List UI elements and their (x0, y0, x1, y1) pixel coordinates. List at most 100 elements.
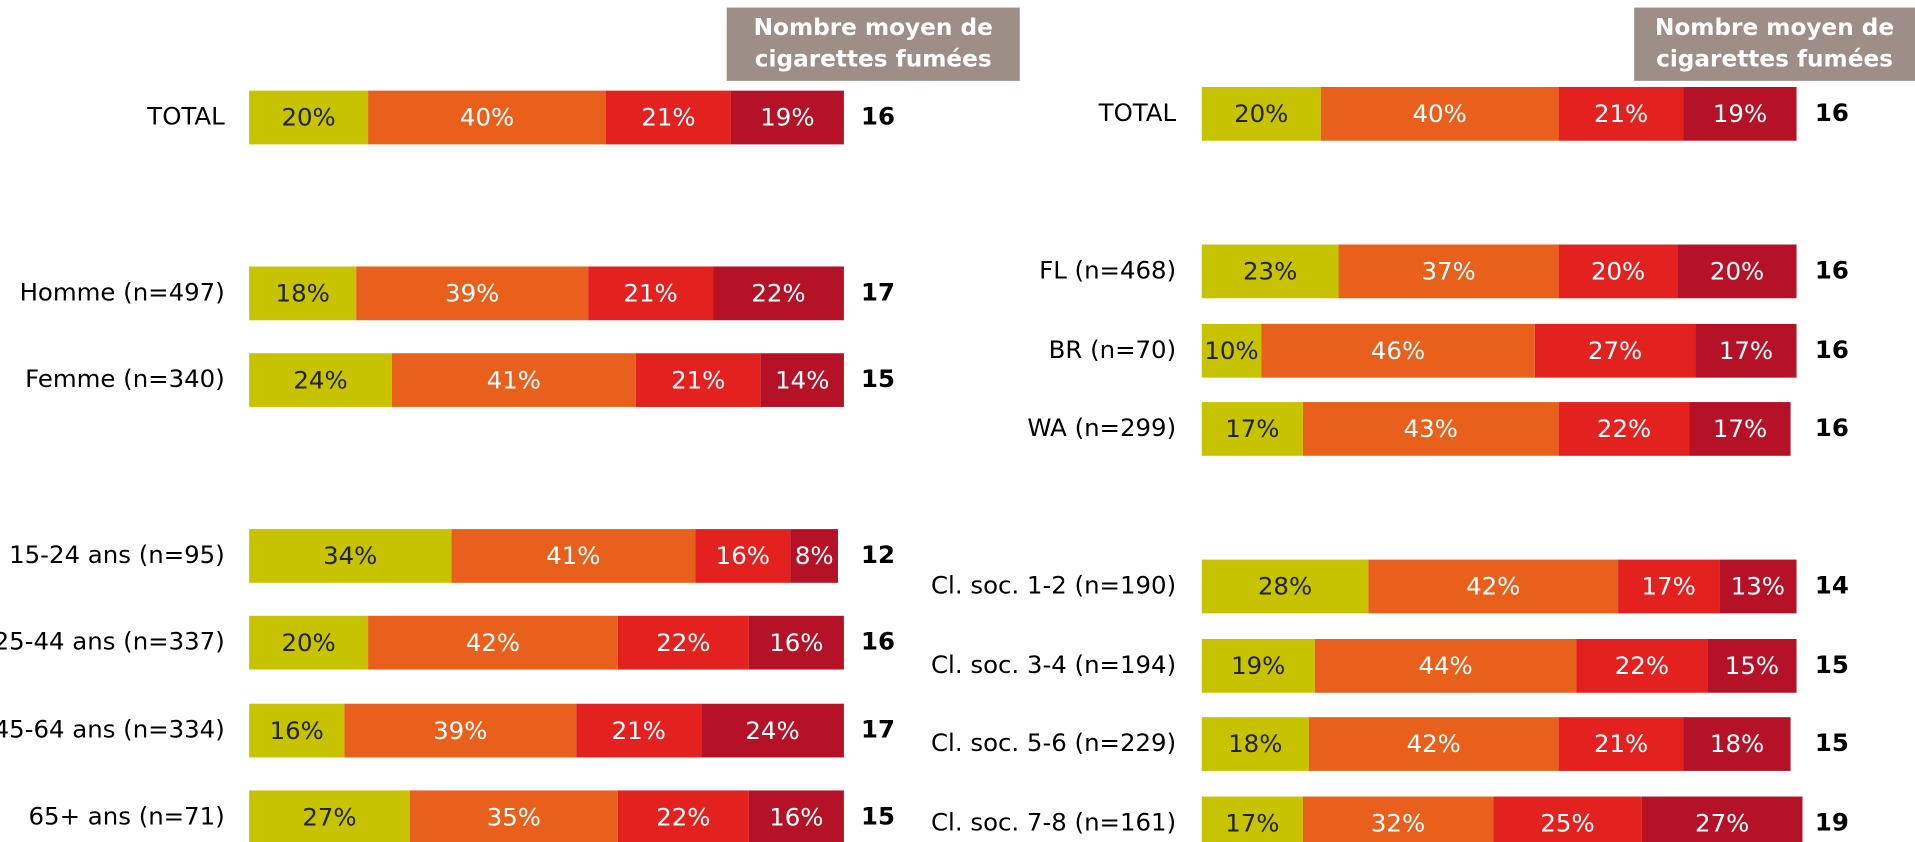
bar-segment (617, 790, 749, 842)
value-label: 22% (1615, 651, 1669, 680)
value-label: 16% (716, 541, 770, 570)
value-label: 18% (276, 279, 330, 308)
value-label: 20% (1591, 257, 1645, 286)
category-label: TOTAL (1098, 98, 1177, 127)
bar-segment (249, 703, 345, 758)
value-label: 22% (1597, 414, 1651, 443)
value-label: 27% (1695, 809, 1749, 838)
value-label: 27% (1588, 336, 1642, 365)
value-label: 19% (1713, 99, 1767, 128)
bar-segment (249, 790, 410, 842)
value-label: 41% (546, 541, 600, 570)
value-label: 42% (1466, 572, 1520, 601)
bar-segment (368, 90, 607, 145)
bar-segment (1261, 323, 1535, 378)
value-label: 25% (1540, 809, 1594, 838)
value-label: 20% (1710, 257, 1764, 286)
header-text: cigarettes fumées (1656, 46, 1893, 73)
value-label: 13% (1731, 572, 1785, 601)
bar-segment (730, 90, 844, 145)
header-box (726, 7, 1020, 81)
bar-segment (249, 615, 369, 670)
value-label: 20% (281, 628, 335, 657)
average-value: 15 (1815, 650, 1849, 679)
value-label: 24% (293, 365, 347, 394)
bar-segment (1201, 244, 1339, 299)
bar-segment (1338, 244, 1559, 299)
average-value: 12 (861, 540, 895, 569)
bar-segment (1534, 323, 1696, 378)
value-label: 16% (769, 803, 823, 832)
value-label: 20% (1234, 99, 1288, 128)
bar-segment (368, 615, 618, 670)
bar-segment (409, 790, 618, 842)
value-label: 19% (760, 103, 814, 132)
average-value: 16 (1815, 255, 1849, 284)
value-label: 42% (1407, 729, 1461, 758)
bar-segment (1558, 86, 1684, 141)
category-label: Cl. soc. 7-8 (n=161) (931, 807, 1176, 836)
bar-segment (249, 90, 369, 145)
value-label: 21% (671, 365, 725, 394)
bar-segment (1320, 86, 1559, 141)
bar-segment (1677, 244, 1797, 299)
value-label: 28% (1258, 572, 1312, 601)
bar-segment (1618, 559, 1720, 614)
average-value: 15 (861, 364, 895, 393)
bar-segment (748, 790, 844, 842)
bar-segment (356, 266, 589, 321)
bar-segment (576, 703, 702, 758)
value-label: 17% (1225, 809, 1279, 838)
bar-segment (1201, 402, 1303, 456)
bar-segment (1689, 402, 1791, 456)
value-label: 20% (281, 103, 335, 132)
category-label: 65+ ans (n=71) (29, 801, 225, 830)
bar-segment (249, 529, 452, 583)
value-label: 46% (1371, 336, 1425, 365)
value-label: 15% (1725, 651, 1779, 680)
average-value: 19 (1815, 807, 1849, 836)
bar-segment (1302, 796, 1494, 842)
value-label: 40% (1413, 99, 1467, 128)
bar-segment (1201, 717, 1309, 771)
category-label: FL (n=468) (1039, 255, 1176, 284)
value-label: 17% (1225, 414, 1279, 443)
bar-segment (760, 353, 844, 407)
average-value: 16 (861, 627, 895, 656)
value-label: 22% (656, 803, 710, 832)
value-label: 40% (460, 103, 514, 132)
category-label: 45-64 ans (n=334) (0, 715, 225, 744)
bar-segment (635, 353, 761, 407)
bar-segment (588, 266, 714, 321)
value-label: 10% (1204, 336, 1258, 365)
value-label: 19% (1231, 651, 1285, 680)
average-value: 15 (861, 801, 895, 830)
bar-segment (344, 703, 577, 758)
bar-segment (695, 529, 791, 583)
bar-segment (1201, 323, 1262, 378)
value-label: 21% (1594, 99, 1648, 128)
value-label: 37% (1421, 257, 1475, 286)
category-label: Homme (n=497) (20, 277, 225, 306)
average-value: 14 (1815, 570, 1849, 599)
value-label: 8% (795, 541, 834, 570)
category-label: BR (n=70) (1049, 335, 1176, 364)
bar-segment (1558, 244, 1678, 299)
bar-segment (1558, 717, 1684, 771)
value-label: 39% (433, 716, 487, 745)
bar-segment (1201, 796, 1303, 842)
bar-segment (713, 266, 844, 321)
bar-segment (1707, 639, 1797, 693)
category-label: 25-44 ans (n=337) (0, 627, 225, 656)
value-label: 32% (1371, 809, 1425, 838)
category-label: Cl. soc. 5-6 (n=229) (931, 728, 1176, 757)
value-label: 34% (323, 541, 377, 570)
value-label: 41% (487, 365, 541, 394)
average-value: 16 (861, 102, 895, 131)
value-label: 17% (1719, 336, 1773, 365)
bar-segment (790, 529, 838, 583)
bar-segment (1314, 639, 1577, 693)
value-label: 21% (641, 103, 695, 132)
bar-segment (451, 529, 696, 583)
category-label: Femme (n=340) (25, 364, 225, 393)
